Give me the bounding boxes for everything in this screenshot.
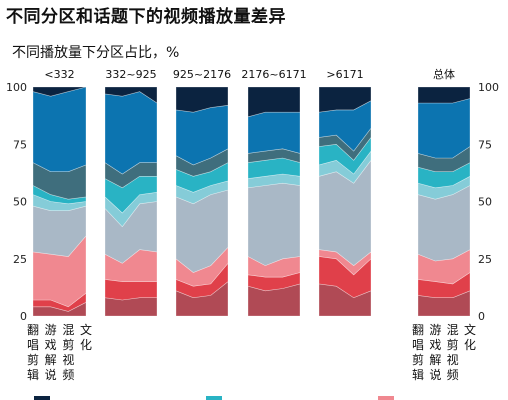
area-band xyxy=(175,86,229,113)
y-tick-label-right: 100 xyxy=(478,81,499,94)
group-label: 2176~6171 xyxy=(241,68,306,81)
y-tick-label-left: 50 xyxy=(13,196,27,209)
area-band xyxy=(318,86,372,113)
group-label: <332 xyxy=(44,68,74,81)
area-band xyxy=(104,279,158,301)
group-label: 332~925 xyxy=(105,68,156,81)
category-label: 游戏解说 xyxy=(429,323,441,382)
page-title: 不同分区和话题下的视频播放量差异 xyxy=(6,7,286,27)
y-tick-label-left: 25 xyxy=(13,253,27,266)
panel-group: <332 xyxy=(32,68,87,317)
area-band xyxy=(104,86,158,104)
legend-swatch xyxy=(206,396,222,400)
panel-group: 925~2176 xyxy=(173,68,231,317)
y-tick-label-right: 50 xyxy=(478,196,492,209)
right-y-axis: 0 25 50 75 100 xyxy=(478,81,499,323)
area-band xyxy=(247,182,301,266)
legend-swatch xyxy=(378,396,394,400)
area-band xyxy=(32,86,87,172)
panel-group: >6171 xyxy=(318,68,372,317)
area-band xyxy=(417,86,471,104)
group-label: 925~2176 xyxy=(173,68,231,81)
area-band xyxy=(417,98,471,159)
legend xyxy=(34,396,394,400)
legend-swatch xyxy=(34,396,50,400)
category-label: 文化 xyxy=(464,322,476,352)
y-tick-label-left: 0 xyxy=(20,310,27,323)
y-tick-label-left: 100 xyxy=(6,81,27,94)
y-tick-label-right: 0 xyxy=(478,310,485,323)
chart-subtitle: 不同播放量下分区占比，% xyxy=(12,45,180,61)
y-tick-label-right: 25 xyxy=(478,253,492,266)
panel-group: 332~925 xyxy=(104,68,158,317)
category-label: 文化 xyxy=(80,322,92,352)
panel-group: 2176~6171 xyxy=(241,68,307,317)
panel-group: 总体 xyxy=(417,67,471,317)
area-band xyxy=(247,86,301,118)
area-band xyxy=(104,297,158,317)
group-label: >6171 xyxy=(326,68,363,81)
group-label: 总体 xyxy=(433,67,455,81)
category-label: 混剪视频 xyxy=(447,323,459,382)
y-tick-label-right: 75 xyxy=(478,138,492,151)
category-label: 混剪视频 xyxy=(62,323,74,382)
area-band xyxy=(247,111,301,154)
category-label: 翻唱剪辑 xyxy=(412,323,424,382)
area-band xyxy=(32,86,87,97)
chart-panels: <332 332~925 925~2176 2176~6171 >6171 总体 xyxy=(32,67,471,317)
left-y-axis: 0 25 50 75 100 xyxy=(6,81,27,323)
category-label: 翻唱剪辑 xyxy=(27,323,39,382)
category-label: 游戏解说 xyxy=(45,323,57,382)
area-band xyxy=(104,91,158,175)
y-tick-label-left: 75 xyxy=(13,138,27,151)
